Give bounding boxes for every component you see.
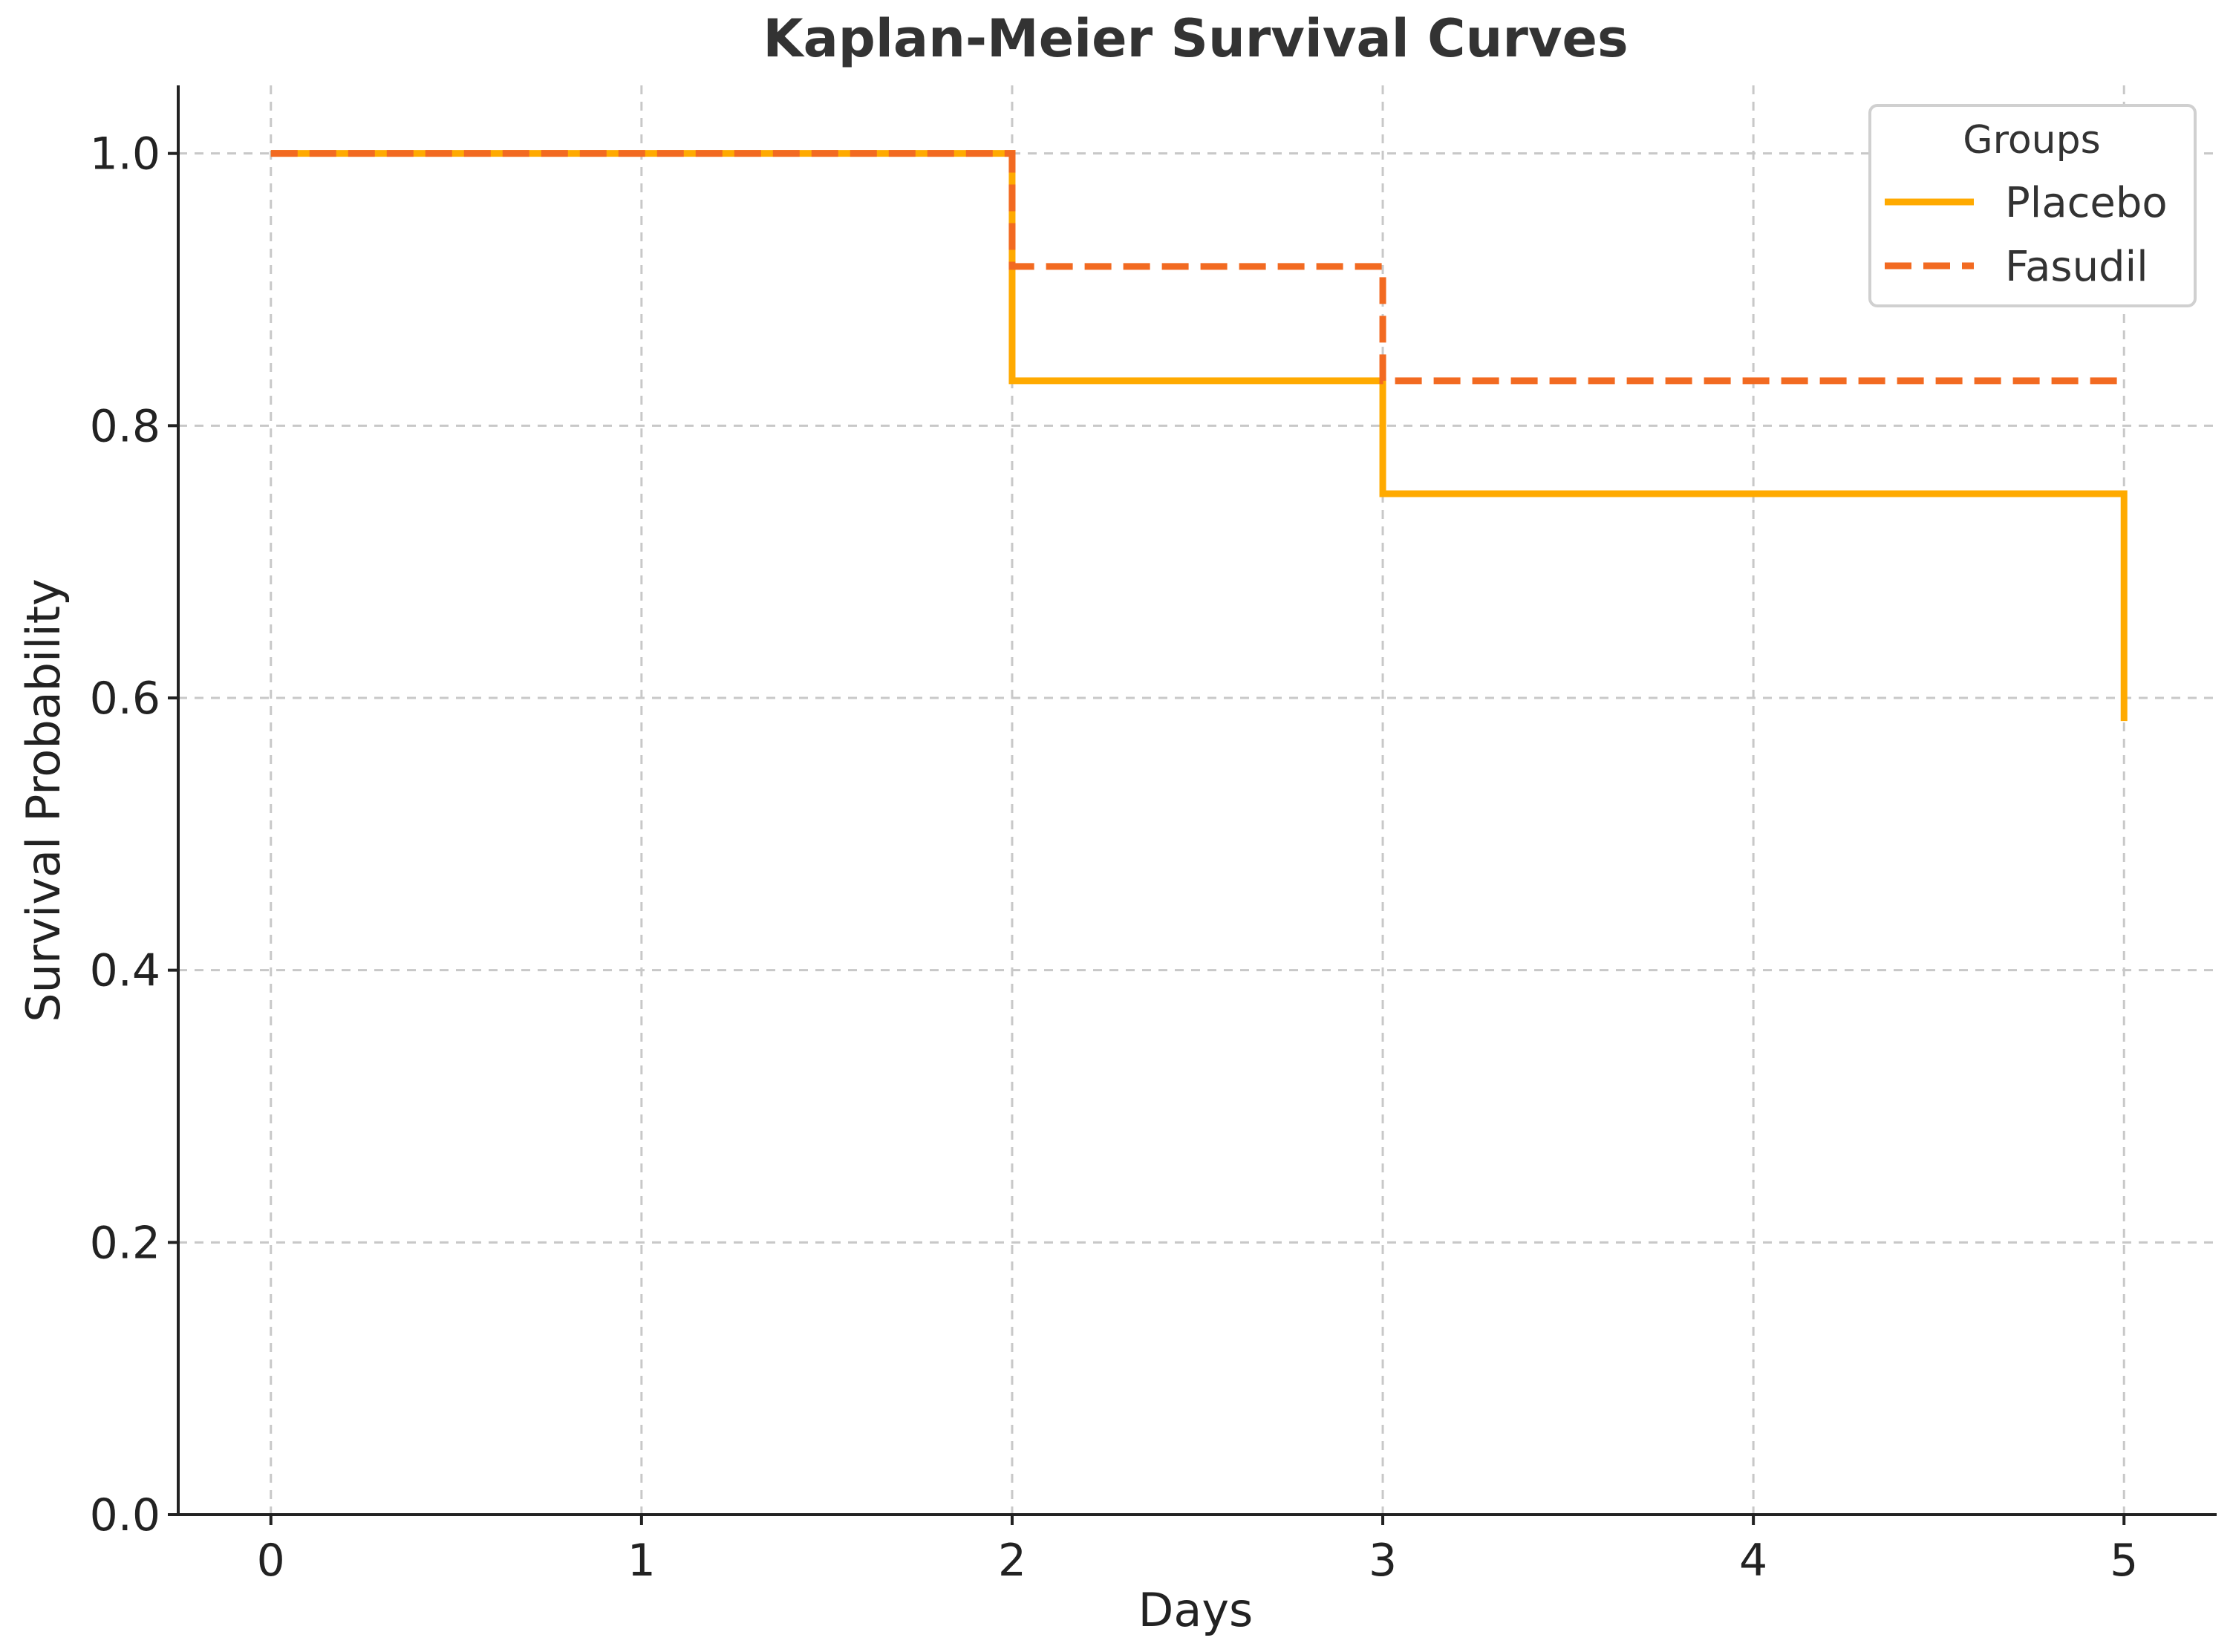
x-tick-label-2: 2: [998, 1535, 1026, 1587]
y-tick-label-1: 0.2: [90, 1217, 160, 1269]
x-tick-label-5: 5: [2110, 1535, 2138, 1587]
y-tick-label-3: 0.6: [90, 673, 160, 725]
legend: Groups Placebo Fasudil: [1868, 104, 2197, 307]
y-tick-label-4: 0.8: [90, 400, 160, 452]
y-axis-ticks: 0.0 0.2 0.4 0.6 0.8 1.0: [90, 128, 178, 1541]
y-tick-label-0: 0.0: [90, 1489, 160, 1541]
legend-title: Groups: [1963, 118, 2100, 163]
x-tick-label-1: 1: [627, 1535, 656, 1587]
series-line-fasudil: [270, 150, 2125, 385]
legend-items: Placebo Fasudil: [1885, 179, 2168, 291]
legend-label-placebo: Placebo: [2005, 179, 2168, 227]
legend-label-fasudil: Fasudil: [2005, 243, 2148, 291]
y-axis-label: Survival Probability: [16, 578, 71, 1022]
x-axis-ticks: 0 1 2 3 4 5: [257, 1515, 2138, 1587]
x-tick-label-4: 4: [1739, 1535, 1767, 1587]
series-line-placebo: [270, 150, 2128, 722]
y-tick-label-5: 1.0: [90, 128, 160, 180]
x-axis-label: Days: [1138, 1583, 1254, 1637]
axes: [177, 85, 2217, 1516]
legend-frame: [1868, 104, 2197, 307]
y-tick-label-2: 0.4: [90, 945, 160, 997]
chart-title: Kaplan-Meier Survival Curves: [763, 8, 1628, 69]
x-tick-label-3: 3: [1369, 1535, 1397, 1587]
x-tick-label-0: 0: [257, 1535, 285, 1587]
plot-area: [270, 150, 2128, 722]
